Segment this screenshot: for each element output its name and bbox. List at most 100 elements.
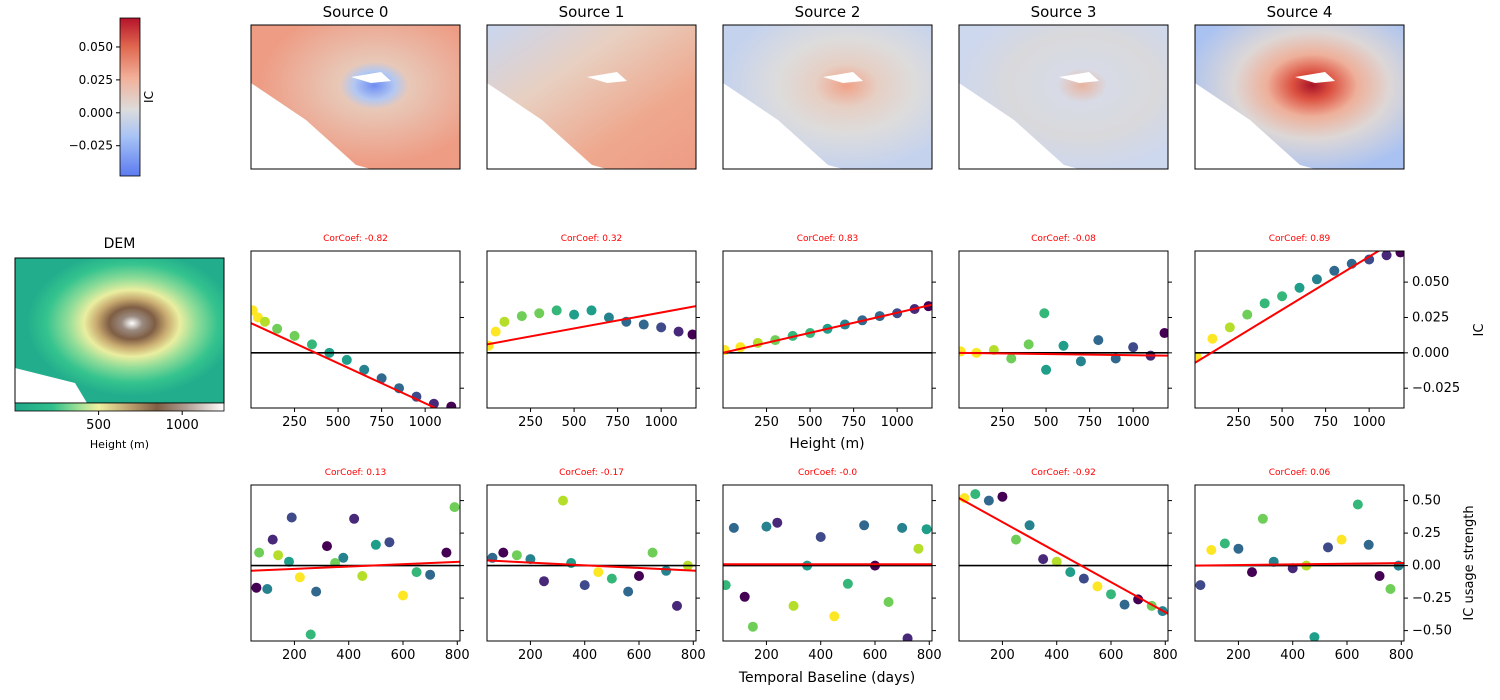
- colorbar-tick-label: −0.025: [69, 139, 113, 153]
- data-point: [1006, 353, 1017, 364]
- scatter-panel: [722, 250, 936, 412]
- data-point: [1106, 589, 1116, 600]
- data-point: [359, 364, 370, 375]
- panel-plot-area: [1195, 251, 1404, 364]
- data-point: [566, 558, 577, 568]
- corcoef-label: CorCoef: 0.89: [1269, 234, 1331, 244]
- data-point: [815, 532, 826, 542]
- corcoef-label: CorCoef: -0.82: [323, 234, 388, 244]
- dem-tick-label: 500: [86, 418, 111, 433]
- panel-frame: [958, 484, 1169, 642]
- x-tick-label: 750: [841, 415, 866, 430]
- data-point: [289, 330, 300, 341]
- x-tick-label: 800: [445, 648, 470, 663]
- panel-plot-area: [959, 308, 1168, 375]
- panel-frame: [1194, 484, 1405, 642]
- panel-frame: [250, 484, 461, 642]
- data-point: [516, 311, 527, 322]
- data-point: [1224, 322, 1235, 333]
- data-point: [322, 541, 332, 552]
- ic-map-crater-mask: [1295, 72, 1335, 83]
- data-point: [579, 580, 590, 591]
- dem-colorbar: [14, 402, 225, 412]
- data-point: [286, 512, 297, 523]
- x-tick-label: 1000: [645, 415, 678, 430]
- x-tick-label: 400: [336, 648, 361, 663]
- y-tick-label: 0.00: [1412, 559, 1441, 574]
- data-point: [305, 629, 316, 640]
- x-tick-label: 400: [572, 648, 597, 663]
- scatter-panel: [486, 484, 700, 645]
- data-point: [661, 565, 672, 576]
- x-tick-label: 750: [1313, 415, 1338, 430]
- data-point: [490, 326, 501, 337]
- panel-frame: [1194, 250, 1405, 409]
- x-tick-label: 200: [282, 648, 307, 663]
- data-point: [647, 547, 658, 558]
- corcoef-label: CorCoef: 0.06: [1269, 468, 1331, 478]
- data-point: [1363, 539, 1374, 550]
- data-point: [1038, 554, 1049, 565]
- data-point: [370, 539, 381, 550]
- x-tick-label: 250: [518, 415, 543, 430]
- x-tick-label: 400: [1044, 648, 1069, 663]
- data-point: [306, 339, 317, 350]
- data-point: [251, 582, 262, 593]
- data-point: [338, 552, 349, 563]
- data-point: [1023, 339, 1034, 350]
- panel-frame: [486, 484, 697, 642]
- x-tick-label: 250: [1226, 415, 1251, 430]
- panel-plot-area: [487, 305, 696, 354]
- ic-map-nodata-mask: [959, 83, 1079, 169]
- x-tick-label: 1000: [881, 415, 914, 430]
- data-point: [1219, 538, 1230, 549]
- panel-frame: [250, 250, 461, 409]
- colorbar-tick-label: 0.000: [79, 106, 113, 120]
- y-tick-label: 0.025: [1412, 310, 1449, 325]
- ic-map-nodata-mask: [1195, 83, 1315, 169]
- x-tick-label: 600: [1099, 648, 1124, 663]
- data-point: [254, 547, 265, 558]
- data-point: [1039, 308, 1050, 319]
- data-point: [656, 322, 667, 333]
- data-point: [1075, 356, 1086, 367]
- data-point: [1207, 333, 1218, 344]
- ic-map-frame: [958, 24, 1169, 170]
- scatter-panel: [1194, 484, 1408, 645]
- data-point: [788, 600, 799, 611]
- scatter-panel: [958, 484, 1172, 645]
- data-point: [262, 584, 273, 594]
- data-point: [623, 586, 634, 597]
- scatter-panel: [486, 250, 700, 412]
- ic-map-frame: [722, 24, 933, 170]
- y-tick-label: 0.25: [1412, 526, 1441, 541]
- x-tick-label: 1000: [409, 415, 442, 430]
- height-xlabel: Height (m): [789, 436, 864, 452]
- data-point: [897, 522, 908, 533]
- panel-plot-area: [723, 517, 932, 641]
- ic-map-nodata-mask: [723, 83, 843, 169]
- y-tick-label: −0.025: [1412, 381, 1460, 396]
- corcoef-label: CorCoef: -0.92: [1031, 468, 1096, 478]
- data-point: [487, 340, 494, 351]
- x-tick-label: 800: [917, 648, 942, 663]
- data-point: [259, 316, 270, 327]
- y-tick-label: −0.50: [1412, 624, 1452, 639]
- data-point: [398, 590, 408, 601]
- panel-plot-area: [959, 489, 1168, 617]
- colorbar-tick-label: 0.050: [79, 40, 113, 54]
- ic-map-crater-mask: [587, 72, 627, 83]
- data-point: [723, 580, 731, 591]
- data-point: [539, 576, 549, 587]
- data-point: [284, 556, 294, 567]
- data-point: [499, 316, 510, 327]
- source-title: Source 1: [559, 3, 625, 21]
- x-tick-label: 800: [1389, 648, 1414, 663]
- x-tick-label: 250: [282, 415, 307, 430]
- data-point: [1206, 545, 1217, 555]
- y-tick-label: 0.50: [1412, 494, 1441, 509]
- x-tick-label: 250: [990, 415, 1015, 430]
- regression-line: [723, 303, 932, 354]
- x-tick-label: 1000: [1353, 415, 1386, 430]
